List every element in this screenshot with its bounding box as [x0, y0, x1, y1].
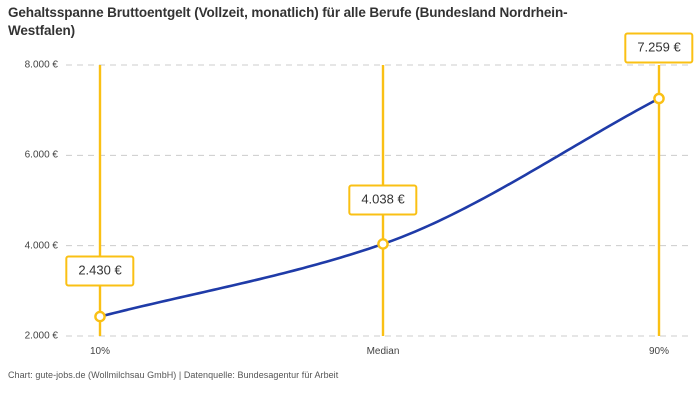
data-point-marker[interactable]: [377, 238, 389, 250]
x-axis-tick-label: 90%: [648, 346, 670, 357]
chart-title: Gehaltsspanne Bruttoentgelt (Vollzeit, m…: [8, 5, 568, 39]
gridlines-group: [66, 64, 688, 337]
value-callout-box: 4.038 €: [348, 184, 418, 216]
y-axis-tick-label: 6.000 €: [24, 149, 58, 161]
y-axis-tick-label: 8.000 €: [24, 59, 58, 71]
x-axis-tick-label: 10%: [89, 346, 111, 357]
data-point-markers-group[interactable]: [94, 92, 665, 323]
value-callout-box: 2.430 €: [65, 255, 135, 287]
x-axis-tick-label: Median: [366, 346, 400, 357]
data-point-marker[interactable]: [94, 310, 106, 323]
chart-footer-credit: Chart: gute-jobs.de (Wollmilchsau GmbH) …: [8, 370, 339, 380]
value-callout-box: 7.259 €: [624, 32, 694, 64]
data-point-marker[interactable]: [653, 92, 665, 105]
y-axis-tick-label: 2.000 €: [24, 330, 58, 342]
y-axis-tick-label: 4.000 €: [24, 240, 58, 252]
